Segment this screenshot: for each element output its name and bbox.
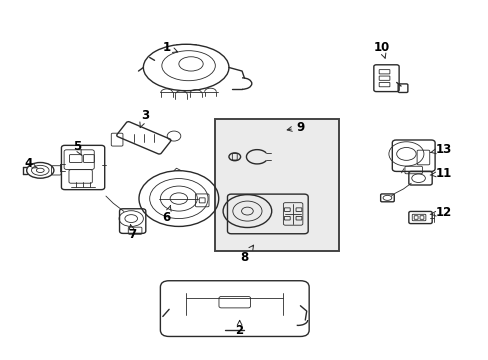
- Text: 10: 10: [373, 41, 389, 58]
- Text: 1: 1: [163, 41, 177, 54]
- Text: 5: 5: [73, 140, 81, 156]
- Text: 2: 2: [235, 320, 243, 337]
- Text: 6: 6: [162, 206, 171, 224]
- Bar: [215, 119, 339, 251]
- Text: 13: 13: [429, 143, 451, 156]
- Text: 11: 11: [429, 167, 451, 180]
- Text: 12: 12: [429, 206, 451, 219]
- Text: 4: 4: [24, 157, 38, 170]
- Text: 3: 3: [140, 109, 148, 128]
- Text: 7: 7: [128, 225, 137, 241]
- Text: 9: 9: [286, 121, 305, 134]
- Text: 8: 8: [240, 245, 253, 264]
